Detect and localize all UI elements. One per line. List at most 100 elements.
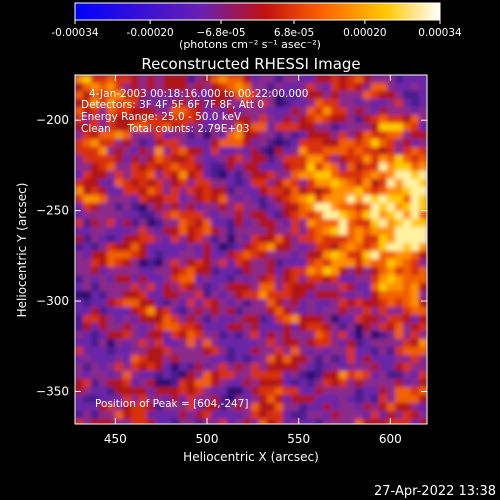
image-pixel [91,267,100,276]
image-pixel [411,355,420,364]
image-pixel [179,299,188,308]
image-pixel [91,331,100,340]
image-pixel [83,83,92,92]
image-pixel [411,411,420,420]
image-pixel [203,275,212,284]
image-pixel [251,299,260,308]
image-pixel [315,291,324,300]
image-pixel [91,219,100,228]
image-pixel [275,243,284,252]
image-pixel [195,323,204,332]
image-pixel [107,323,116,332]
image-pixel [139,387,148,396]
image-pixel [315,195,324,204]
image-pixel [139,235,148,244]
image-pixel [339,195,348,204]
image-pixel [291,227,300,236]
image-pixel [235,75,244,84]
image-pixel [195,131,204,140]
image-pixel [387,211,396,220]
image-pixel [251,387,260,396]
image-pixel [131,411,140,420]
image-pixel [267,291,276,300]
image-pixel [163,187,172,196]
image-pixel [387,75,396,84]
image-pixel [75,299,84,308]
image-pixel [75,99,84,108]
image-pixel [123,115,132,124]
image-pixel [339,371,348,380]
image-pixel [419,131,427,140]
image-pixel [99,203,108,212]
image-pixel [347,315,356,324]
image-pixel [411,347,420,356]
image-pixel [259,99,268,108]
image-pixel [147,171,156,180]
image-pixel [227,107,236,116]
image-pixel [83,227,92,236]
image-pixel [115,219,124,228]
image-pixel [107,355,116,364]
image-pixel [275,171,284,180]
image-pixel [331,387,340,396]
image-pixel [387,275,396,284]
image-pixel [187,403,196,412]
image-pixel [187,171,196,180]
image-pixel [331,163,340,172]
image-pixel [203,147,212,156]
image-pixel [179,219,188,228]
image-pixel [299,323,308,332]
image-pixel [283,219,292,228]
image-pixel [411,371,420,380]
image-pixel [163,131,172,140]
image-pixel [347,275,356,284]
image-pixel [363,203,372,212]
image-pixel [115,315,124,324]
image-pixel [219,83,228,92]
image-pixel [315,107,324,116]
image-pixel [107,243,116,252]
image-pixel [147,163,156,172]
image-pixel [315,323,324,332]
image-pixel [395,91,404,100]
image-pixel [275,251,284,260]
image-pixel [91,259,100,268]
image-pixel [379,299,388,308]
image-pixel [339,291,348,300]
image-pixel [387,219,396,228]
image-pixel [99,339,108,348]
image-pixel [211,403,220,412]
image-pixel [187,147,196,156]
image-pixel [131,267,140,276]
image-pixel [179,411,188,420]
image-pixel [307,179,316,188]
image-pixel [347,187,356,196]
image-pixel [419,211,427,220]
image-pixel [411,179,420,188]
image-pixel [91,147,100,156]
image-pixel [323,267,332,276]
image-pixel [131,387,140,396]
image-pixel [395,75,404,84]
image-pixel [267,203,276,212]
image-pixel [203,219,212,228]
image-pixel [147,75,156,84]
image-pixel [259,211,268,220]
image-pixel [179,179,188,188]
image-pixel [331,211,340,220]
image-pixel [123,139,132,148]
x-tick-label: 550 [287,432,310,446]
image-pixel [275,347,284,356]
image-pixel [283,323,292,332]
image-pixel [307,155,316,164]
image-pixel [211,291,220,300]
image-pixel [91,403,100,412]
image-pixel [323,419,332,424]
image-pixel [395,155,404,164]
image-pixel [227,259,236,268]
image-pixel [107,83,116,92]
image-pixel [259,203,268,212]
image-pixel [75,179,84,188]
image-pixel [123,195,132,204]
image-pixel [371,299,380,308]
